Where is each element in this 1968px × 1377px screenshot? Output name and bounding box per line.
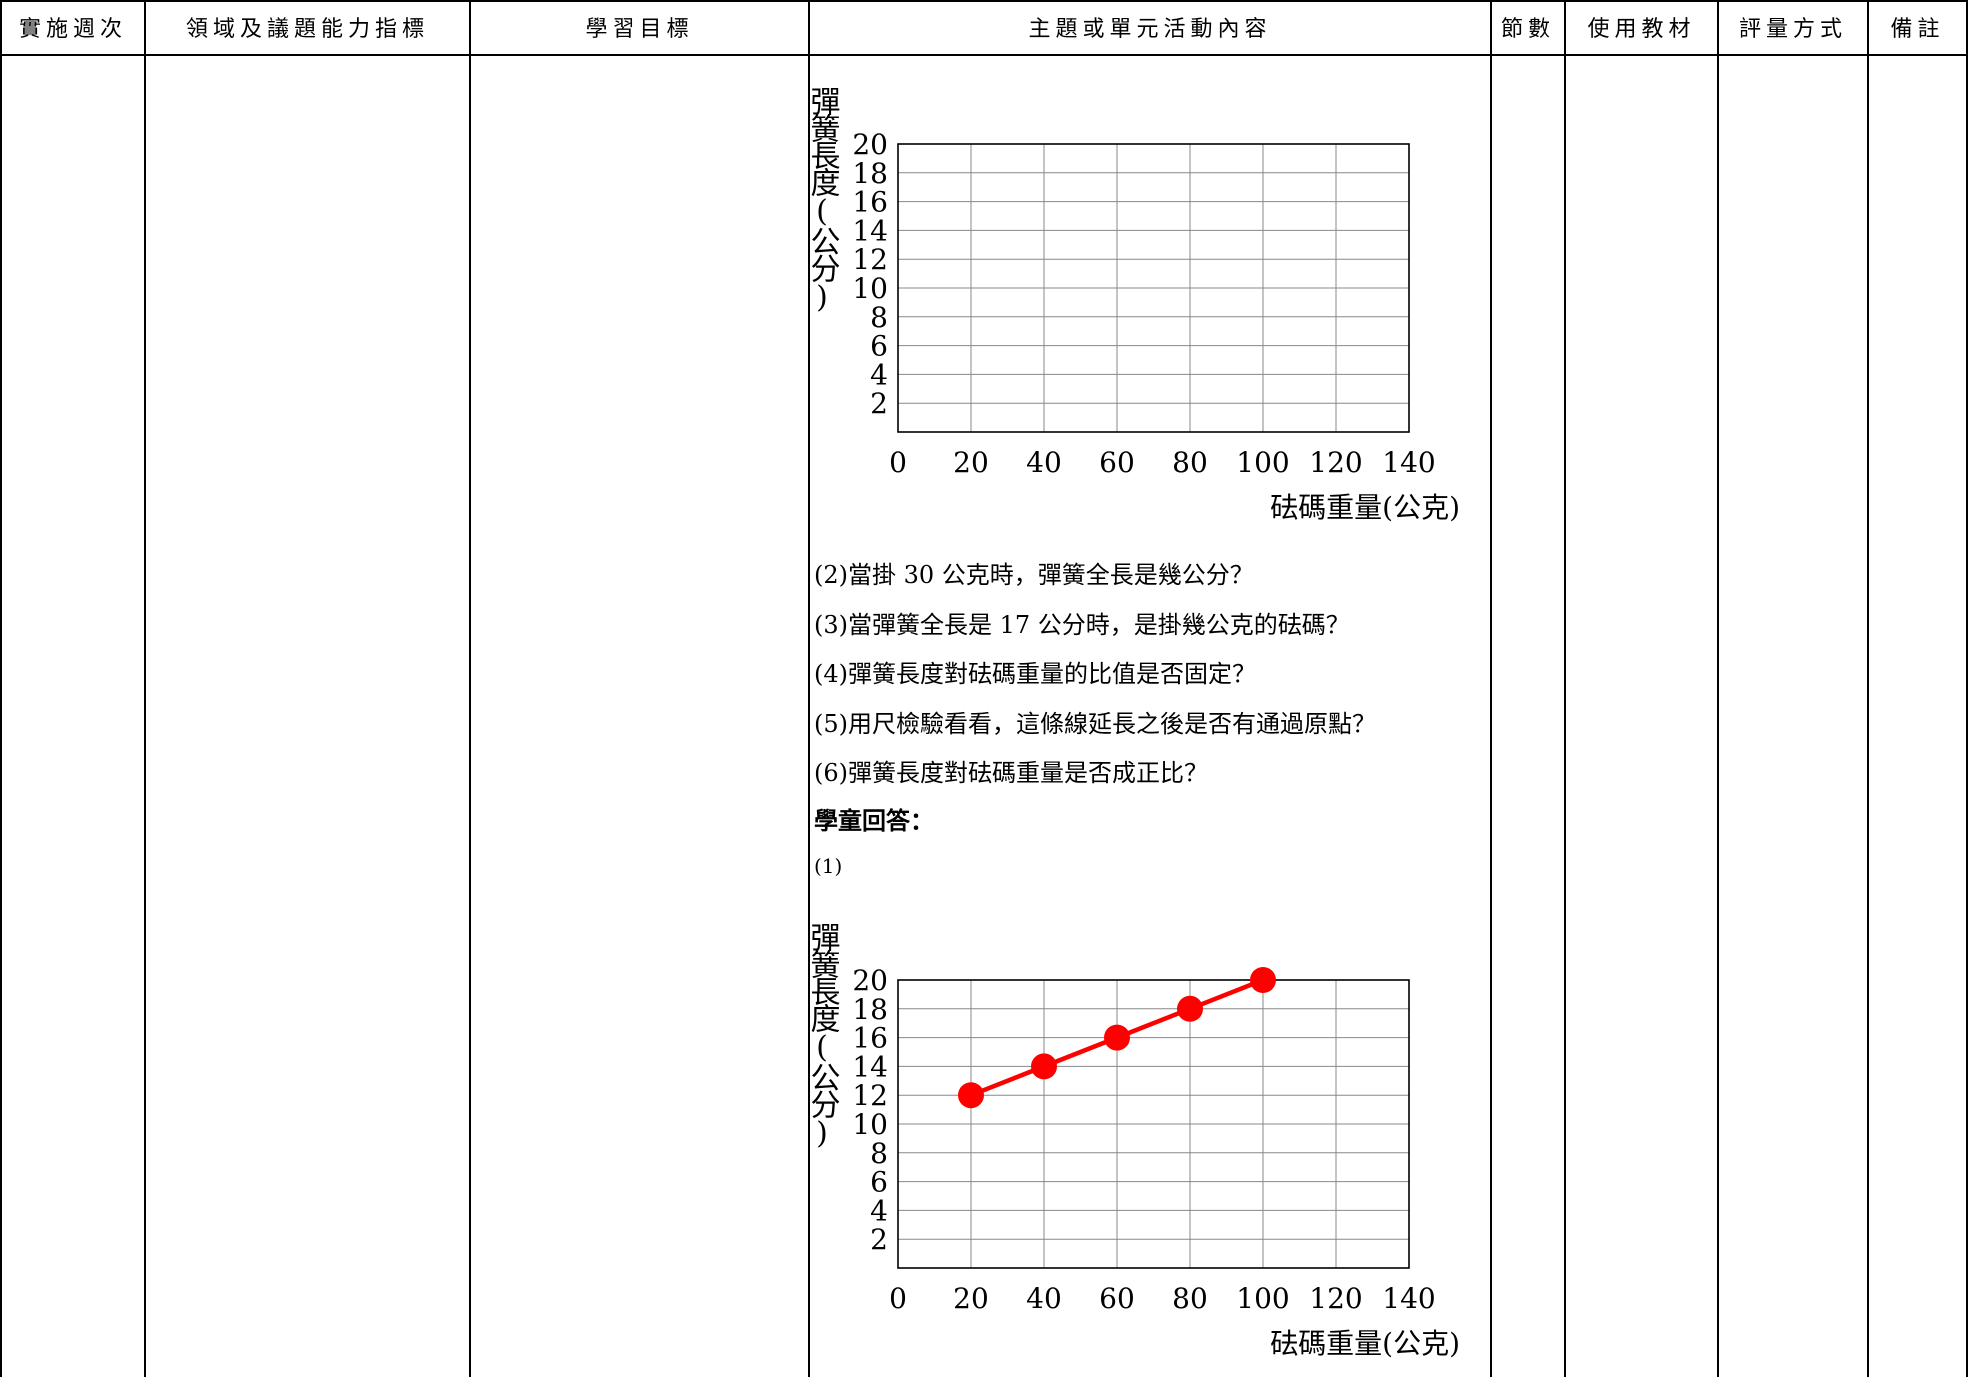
x-tick-label: 120 [1309, 446, 1362, 479]
plot-frame [897, 143, 1410, 433]
y-tick-label: 8 [870, 1137, 888, 1170]
x-tick-label: 60 [1099, 1282, 1135, 1315]
header-periods: 節數 [1500, 17, 1555, 42]
y-tick-label: 20 [852, 128, 888, 161]
x-tick-label: 140 [1382, 1282, 1435, 1315]
question-4: (4)彈簧長度對砝碼重量的比值是否固定？ [814, 660, 1256, 688]
y-tick-label: 12 [852, 243, 888, 276]
x-tick-label: 20 [953, 446, 989, 479]
y-tick-label: 8 [870, 301, 888, 334]
question-6: (6)彈簧長度對砝碼重量是否成正比？ [814, 759, 1208, 787]
x-axis-label: 砝碼重量(公克) [1270, 491, 1460, 524]
x-tick-label: 80 [1172, 1282, 1208, 1315]
y-tick-label: 10 [852, 1108, 888, 1141]
x-tick-label: 120 [1309, 1282, 1362, 1315]
y-tick-label: 18 [852, 157, 888, 190]
header-assessment: 評量方式 [1738, 17, 1847, 42]
y-tick-label: 12 [852, 1079, 888, 1112]
column-divider [0, 0, 2, 1377]
header-notes: 備註 [1890, 17, 1945, 42]
student-answer-heading: 學童回答： [814, 806, 934, 835]
y-tick-label: 6 [870, 330, 888, 363]
question-3: (3)當彈簧全長是 17 公分時，是掛幾公克的砝碼？ [814, 611, 1350, 639]
y-tick-label: 16 [852, 186, 888, 219]
column-divider [144, 0, 146, 1377]
column-divider [1966, 0, 1968, 1377]
column-divider [1867, 0, 1869, 1377]
question-2: (2)當掛 30 公克時，彈簧全長是幾公分？ [814, 561, 1254, 589]
header-week: 實施週次 [18, 17, 127, 42]
column-divider [469, 0, 471, 1377]
x-tick-label: 140 [1382, 446, 1435, 479]
y-tick-label: 16 [852, 1022, 888, 1055]
data-point [958, 1082, 984, 1109]
header-content: 主題或單元活動內容 [1028, 17, 1272, 42]
x-tick-label: 100 [1236, 446, 1289, 479]
x-tick-label: 20 [953, 1282, 989, 1315]
y-tick-label: 4 [870, 358, 888, 391]
y-tick-label: 20 [852, 964, 888, 997]
data-point [1250, 967, 1276, 993]
x-tick-label: 0 [889, 1282, 907, 1315]
header-materials: 使用教材 [1587, 17, 1696, 42]
column-divider [1717, 0, 1719, 1377]
column-divider [808, 0, 810, 1377]
x-tick-label: 100 [1236, 1282, 1289, 1315]
y-tick-label: 18 [852, 993, 888, 1026]
header-competency: 領域及議題能力指標 [185, 17, 429, 42]
column-divider [1490, 0, 1492, 1377]
header-bottom-border [0, 54, 1968, 56]
y-tick-label: 14 [852, 214, 888, 247]
data-point [1031, 1053, 1057, 1080]
header-objectives: 學習目標 [585, 17, 694, 42]
x-tick-label: 80 [1172, 446, 1208, 479]
y-axis-label: 彈簧長度(公分) [805, 86, 840, 312]
y-tick-label: 2 [870, 387, 888, 420]
x-tick-label: 40 [1026, 1282, 1062, 1315]
x-tick-label: 40 [1026, 446, 1062, 479]
x-axis-label: 砝碼重量(公克) [1270, 1327, 1460, 1360]
y-tick-label: 14 [852, 1050, 888, 1083]
x-tick-label: 60 [1099, 446, 1135, 479]
y-tick-label: 6 [870, 1166, 888, 1199]
y-axis-label: 彈簧長度(公分) [805, 922, 840, 1148]
column-divider [1564, 0, 1566, 1377]
data-point [1104, 1024, 1130, 1051]
question-5: (5)用尺檢驗看看，這條線延長之後是否有通過原點？ [814, 710, 1376, 738]
data-point [1177, 995, 1203, 1022]
y-tick-label: 10 [852, 272, 888, 305]
y-tick-label: 4 [870, 1194, 888, 1227]
table-top-border [0, 0, 1968, 2]
y-tick-label: 2 [870, 1223, 888, 1256]
answer-part-1-label: (1) [814, 854, 843, 878]
x-tick-label: 0 [889, 446, 907, 479]
plot-frame [897, 979, 1410, 1269]
